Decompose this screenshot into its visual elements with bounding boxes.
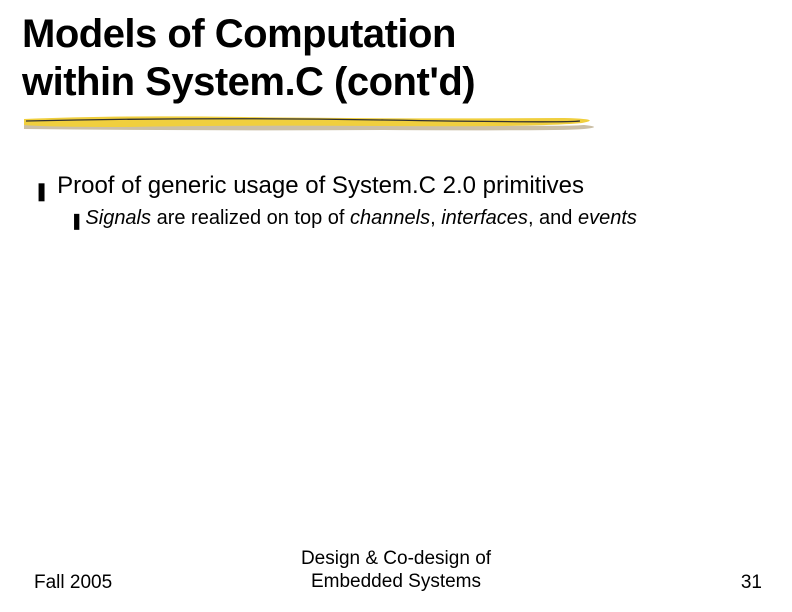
title-line-1: Models of Computation	[22, 12, 456, 56]
bullet2-t6: , and	[528, 207, 578, 229]
bullet-level-2: ❚ Signals are realized on top of channel…	[70, 207, 637, 230]
slide-title: Models of Computation within System.C (c…	[22, 10, 475, 106]
title-line-2: within System.C (cont'd)	[22, 60, 475, 104]
footer-center-line2: Embedded Systems	[311, 571, 481, 592]
bullet-level-1: ❚ Proof of generic usage of System.C 2.0…	[34, 172, 584, 200]
footer-center-line1: Design & Co-design of	[301, 548, 491, 569]
footer-center: Design & Co-design of Embedded Systems	[0, 547, 792, 595]
bullet2-events: events	[578, 207, 637, 229]
bullet2-text: Signals are realized on top of channels,…	[85, 207, 637, 230]
bullet2-signals: Signals	[85, 207, 151, 229]
bullet2-channels: channels	[350, 207, 430, 229]
bullet2-interfaces: interfaces	[441, 207, 528, 229]
bullet1-text: Proof of generic usage of System.C 2.0 p…	[57, 172, 584, 200]
slide: Models of Computation within System.C (c…	[0, 0, 792, 612]
bullet2-marker-icon: ❚	[70, 211, 83, 231]
bullet1-marker-icon: ❚	[34, 181, 49, 202]
title-underline	[24, 113, 744, 133]
bullet2-t4: ,	[430, 207, 441, 229]
underline-svg	[24, 113, 744, 133]
page-number: 31	[741, 572, 762, 594]
bullet2-t2: are realized on top of	[151, 207, 350, 229]
